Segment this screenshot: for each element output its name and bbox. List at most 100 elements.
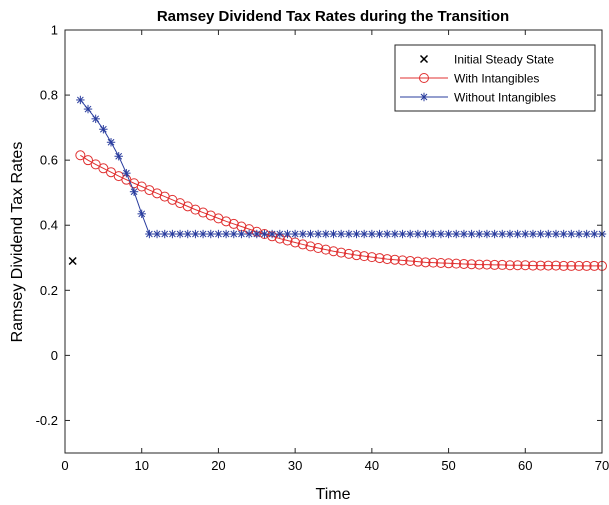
data-point-without-intangibles	[490, 229, 499, 239]
data-point-without-intangibles	[114, 152, 123, 161]
x-tick-label: 10	[134, 458, 148, 473]
data-point-without-intangibles	[436, 229, 446, 239]
data-point-without-intangibles	[505, 229, 515, 239]
data-point-without-intangibles	[198, 229, 208, 239]
data-point-without-intangibles	[137, 209, 146, 219]
data-point-without-intangibles	[168, 229, 177, 239]
data-point-without-intangibles	[528, 229, 538, 239]
data-point-without-intangibles	[267, 229, 277, 239]
data-point-without-intangibles	[383, 229, 392, 239]
y-tick-label: 0	[51, 348, 58, 363]
data-point-with-intangibles	[412, 256, 423, 267]
data-point-with-intangibles	[451, 258, 462, 269]
data-point-with-intangibles	[443, 258, 454, 269]
data-point-with-intangibles	[581, 260, 592, 271]
legend-marker-without-intangibles	[419, 92, 429, 102]
data-point-with-intangibles	[558, 260, 569, 271]
data-point-without-intangibles	[421, 229, 430, 239]
data-point-without-intangibles	[336, 229, 346, 239]
data-point-without-intangibles	[536, 229, 545, 239]
data-point-with-intangibles	[221, 216, 232, 227]
data-point-without-intangibles	[375, 229, 384, 239]
data-point-without-intangibles	[260, 229, 269, 239]
data-point-without-intangibles	[498, 229, 507, 239]
data-point-without-intangibles	[459, 229, 469, 239]
data-point-without-intangibles	[574, 229, 584, 239]
data-point-with-intangibles	[343, 248, 354, 259]
chart-title: Ramsey Dividend Tax Rates during the Tra…	[157, 8, 509, 25]
data-point-with-intangibles	[550, 260, 561, 271]
data-point-without-intangibles	[444, 229, 453, 239]
data-point-without-intangibles	[298, 229, 308, 239]
data-point-with-intangibles	[535, 260, 546, 271]
data-point-with-intangibles	[305, 241, 316, 252]
data-point-without-intangibles	[237, 229, 246, 239]
data-point-without-intangibles	[191, 229, 200, 239]
series-without-intangibles	[76, 95, 607, 239]
data-point-with-intangibles	[566, 260, 577, 271]
data-point-without-intangibles	[106, 138, 116, 147]
data-point-with-intangibles	[328, 246, 339, 257]
data-point-without-intangibles	[413, 229, 423, 239]
data-point-with-intangibles	[520, 260, 531, 271]
data-point-with-intangibles	[374, 253, 385, 264]
data-point-without-intangibles	[359, 229, 369, 239]
y-tick-label: 0.6	[40, 153, 58, 168]
data-point-without-intangibles	[83, 104, 93, 114]
x-tick-label: 60	[518, 458, 532, 473]
plot-frame	[64, 29, 603, 454]
data-point-without-intangibles	[145, 229, 154, 239]
y-tick-label: 0.2	[40, 283, 58, 298]
data-point-without-intangibles	[183, 229, 192, 239]
data-point-without-intangibles	[590, 229, 599, 239]
data-point-without-intangibles	[306, 229, 315, 239]
y-axis-label: Ramsey Dividend Tax Rates	[9, 142, 26, 343]
data-point-without-intangibles	[406, 229, 415, 239]
data-point-without-intangibles	[175, 229, 185, 239]
data-point-with-intangibles	[458, 258, 469, 269]
data-point-without-intangibles	[283, 229, 292, 239]
data-point-without-intangibles	[214, 229, 223, 239]
data-point-without-intangibles	[352, 229, 361, 239]
data-point-with-intangibles	[573, 260, 584, 271]
legend-label-with-intangibles: With Intangibles	[454, 72, 539, 86]
data-point-without-intangibles	[290, 229, 300, 239]
data-point-without-intangibles	[91, 114, 100, 124]
data-point-without-intangibles	[221, 229, 231, 239]
data-point-with-intangibles	[83, 155, 94, 166]
data-point-without-intangibles	[76, 95, 85, 105]
data-point-with-intangibles	[98, 163, 109, 174]
data-point-without-intangibles	[475, 229, 484, 239]
data-point-without-intangibles	[513, 229, 522, 239]
y-tick-label: -0.2	[36, 413, 58, 428]
data-point-with-intangibles	[106, 167, 117, 178]
data-point-initial-steady-state	[68, 256, 77, 266]
data-point-with-intangibles	[351, 250, 362, 261]
data-point-with-intangibles	[420, 257, 431, 268]
data-point-without-intangibles	[390, 229, 400, 239]
legend: Initial Steady State With Intangibles With…	[394, 44, 596, 112]
data-point-without-intangibles	[229, 229, 238, 239]
data-point-with-intangibles	[466, 259, 477, 270]
x-tick-label: 0	[61, 458, 68, 473]
data-point-without-intangibles	[367, 229, 377, 239]
data-point-with-intangibles	[366, 252, 377, 263]
data-point-with-intangibles	[397, 255, 408, 266]
legend-marker-with-intangibles	[419, 73, 429, 83]
x-tick-label: 50	[441, 458, 455, 473]
data-point-with-intangibles	[359, 251, 370, 262]
y-tick-label: 0.8	[40, 88, 58, 103]
series-line-with-intangibles	[80, 154, 602, 267]
data-point-without-intangibles	[398, 229, 407, 239]
data-point-without-intangibles	[129, 187, 139, 196]
data-point-with-intangibles	[320, 244, 331, 255]
data-point-without-intangibles	[551, 229, 561, 239]
data-point-without-intangibles	[275, 229, 284, 239]
data-point-with-intangibles	[435, 257, 446, 268]
data-point-with-intangibles	[512, 260, 523, 271]
legend-marker-initial-steady-state	[419, 54, 429, 64]
data-point-without-intangibles	[544, 229, 553, 239]
y-tick-label: 1	[51, 23, 58, 38]
data-point-without-intangibles	[452, 229, 461, 239]
